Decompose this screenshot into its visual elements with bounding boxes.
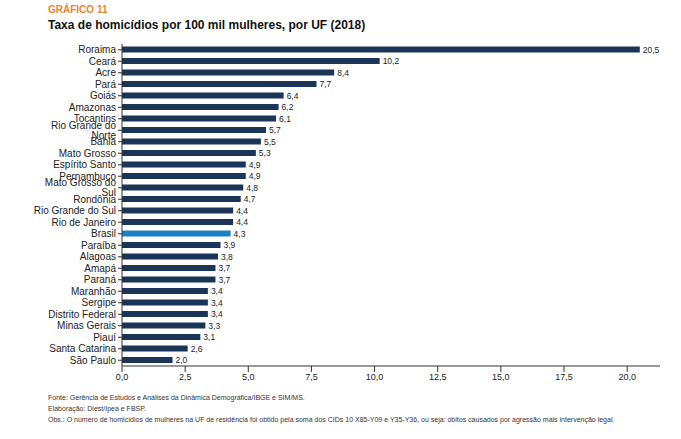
svg-text:5,0: 5,0 bbox=[242, 372, 255, 382]
svg-text:Rondônia: Rondônia bbox=[73, 194, 116, 205]
svg-text:Pará: Pará bbox=[95, 79, 117, 90]
svg-text:6,4: 6,4 bbox=[287, 91, 299, 101]
svg-text:Goiás: Goiás bbox=[90, 90, 116, 101]
svg-text:8,4: 8,4 bbox=[337, 68, 349, 78]
svg-text:3,3: 3,3 bbox=[208, 321, 220, 331]
svg-text:Ceará: Ceará bbox=[89, 56, 117, 67]
svg-text:Paraíba: Paraíba bbox=[81, 240, 116, 251]
svg-text:4,9: 4,9 bbox=[249, 171, 261, 181]
svg-text:7,5: 7,5 bbox=[305, 372, 318, 382]
svg-text:Sergipe: Sergipe bbox=[82, 297, 117, 308]
svg-text:3,8: 3,8 bbox=[221, 252, 233, 262]
svg-text:Brasil: Brasil bbox=[91, 228, 116, 239]
svg-text:Rio de Janeiro: Rio de Janeiro bbox=[52, 217, 117, 228]
svg-text:Maranhão: Maranhão bbox=[71, 286, 116, 297]
svg-text:7,7: 7,7 bbox=[319, 79, 331, 89]
svg-text:5,3: 5,3 bbox=[259, 148, 271, 158]
svg-text:Amapá: Amapá bbox=[84, 263, 116, 274]
svg-text:5,7: 5,7 bbox=[269, 125, 281, 135]
svg-text:São Paulo: São Paulo bbox=[70, 355, 117, 366]
svg-text:Acre: Acre bbox=[95, 67, 116, 78]
svg-text:Bahia: Bahia bbox=[90, 136, 116, 147]
svg-text:Alagoas: Alagoas bbox=[80, 251, 116, 262]
svg-text:12,5: 12,5 bbox=[429, 372, 447, 382]
svg-text:Minas Gerais: Minas Gerais bbox=[57, 320, 116, 331]
svg-text:20,5: 20,5 bbox=[643, 45, 660, 55]
svg-text:3,4: 3,4 bbox=[211, 286, 223, 296]
svg-text:20,0: 20,0 bbox=[618, 372, 636, 382]
svg-text:3,1: 3,1 bbox=[203, 332, 215, 342]
svg-text:Amazonas: Amazonas bbox=[69, 102, 116, 113]
svg-text:Mato Grosso: Mato Grosso bbox=[59, 148, 117, 159]
svg-text:4,4: 4,4 bbox=[236, 206, 248, 216]
svg-text:Piauí: Piauí bbox=[93, 332, 116, 343]
svg-text:5,5: 5,5 bbox=[264, 137, 276, 147]
svg-text:3,7: 3,7 bbox=[218, 275, 230, 285]
svg-text:17,5: 17,5 bbox=[555, 372, 573, 382]
svg-text:10,0: 10,0 bbox=[366, 372, 384, 382]
svg-text:2,5: 2,5 bbox=[179, 372, 192, 382]
svg-text:3,9: 3,9 bbox=[224, 240, 236, 250]
svg-text:2,6: 2,6 bbox=[191, 344, 203, 354]
svg-text:0,0: 0,0 bbox=[116, 372, 129, 382]
svg-text:4,8: 4,8 bbox=[246, 183, 258, 193]
svg-text:Paraná: Paraná bbox=[84, 274, 117, 285]
svg-text:4,9: 4,9 bbox=[249, 160, 261, 170]
svg-text:3,4: 3,4 bbox=[211, 298, 223, 308]
svg-text:6,2: 6,2 bbox=[282, 102, 294, 112]
svg-text:Roraima: Roraima bbox=[78, 44, 116, 55]
svg-text:2,0: 2,0 bbox=[176, 355, 188, 365]
svg-text:Espírito Santo: Espírito Santo bbox=[53, 159, 116, 170]
svg-text:3,4: 3,4 bbox=[211, 309, 223, 319]
svg-text:10,2: 10,2 bbox=[383, 56, 400, 66]
svg-text:4,3: 4,3 bbox=[234, 229, 246, 239]
svg-text:Santa Catarina: Santa Catarina bbox=[49, 343, 116, 354]
svg-text:Distrito Federal: Distrito Federal bbox=[48, 309, 116, 320]
svg-text:6,1: 6,1 bbox=[279, 114, 291, 124]
svg-text:3,7: 3,7 bbox=[218, 263, 230, 273]
svg-text:4,7: 4,7 bbox=[244, 194, 256, 204]
svg-text:Rio Grande do Sul: Rio Grande do Sul bbox=[34, 205, 116, 216]
svg-text:4,4: 4,4 bbox=[236, 217, 248, 227]
svg-text:15,0: 15,0 bbox=[492, 372, 510, 382]
